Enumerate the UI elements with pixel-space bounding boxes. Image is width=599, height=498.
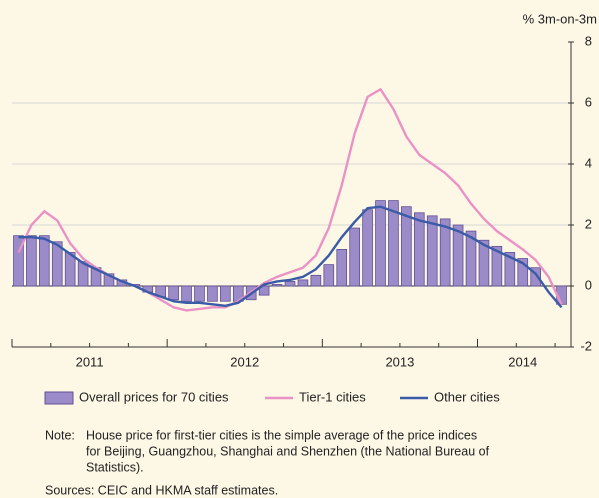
bar bbox=[465, 230, 477, 287]
note-line: House price for first-tier cities is the… bbox=[86, 428, 477, 442]
bar bbox=[401, 206, 412, 287]
legend-swatch bbox=[44, 391, 74, 405]
x-tick-label: 2011 bbox=[76, 354, 104, 369]
bar bbox=[362, 209, 373, 287]
bar bbox=[181, 285, 192, 302]
bar bbox=[297, 279, 309, 287]
bar bbox=[220, 285, 231, 302]
legend-label: Overall prices for 70 cities bbox=[79, 389, 229, 404]
note-line: Statistics). bbox=[86, 460, 144, 474]
y-tick-label: 6 bbox=[585, 94, 592, 109]
y-axis-label: % 3m-on-3m bbox=[523, 11, 597, 26]
y-tick-label: 4 bbox=[585, 155, 592, 170]
bar bbox=[452, 224, 464, 287]
note-label: Note: bbox=[45, 428, 75, 442]
bar bbox=[504, 252, 516, 287]
bar bbox=[194, 285, 205, 302]
note-line: for Beijing, Guangzhou, Shanghai and She… bbox=[86, 444, 490, 458]
bar bbox=[258, 285, 270, 296]
bar bbox=[323, 264, 335, 287]
bar bbox=[478, 239, 490, 287]
bar bbox=[530, 267, 541, 287]
bar bbox=[77, 261, 89, 287]
bar bbox=[39, 235, 50, 287]
bar bbox=[336, 248, 348, 287]
sources: Sources: CEIC and HKMA staff estimates. bbox=[45, 483, 278, 497]
legend-label: Tier-1 cities bbox=[299, 389, 366, 404]
bar bbox=[51, 241, 63, 287]
y-tick-label: -2 bbox=[580, 338, 592, 353]
bar bbox=[349, 227, 360, 287]
bar bbox=[64, 252, 76, 287]
bar bbox=[413, 212, 425, 287]
x-tick-label: 2013 bbox=[385, 354, 414, 369]
bar bbox=[168, 285, 179, 301]
bar bbox=[284, 281, 296, 287]
legend-label: Other cities bbox=[434, 389, 500, 404]
y-tick-label: 8 bbox=[585, 33, 592, 48]
y-tick-label: 2 bbox=[585, 216, 592, 231]
bar bbox=[388, 200, 399, 287]
bar bbox=[439, 218, 451, 287]
y-tick-label: 0 bbox=[585, 277, 592, 292]
bar bbox=[26, 235, 37, 287]
bar bbox=[375, 200, 386, 287]
bar bbox=[207, 285, 218, 302]
x-tick-label: 2014 bbox=[508, 354, 537, 369]
bar bbox=[271, 284, 283, 287]
bar bbox=[310, 274, 322, 287]
x-tick-label: 2012 bbox=[230, 354, 259, 369]
bar bbox=[13, 235, 24, 287]
bar bbox=[103, 273, 115, 287]
bar bbox=[426, 215, 438, 287]
bar bbox=[517, 258, 529, 287]
line bbox=[18, 205, 563, 309]
bar bbox=[491, 245, 503, 287]
